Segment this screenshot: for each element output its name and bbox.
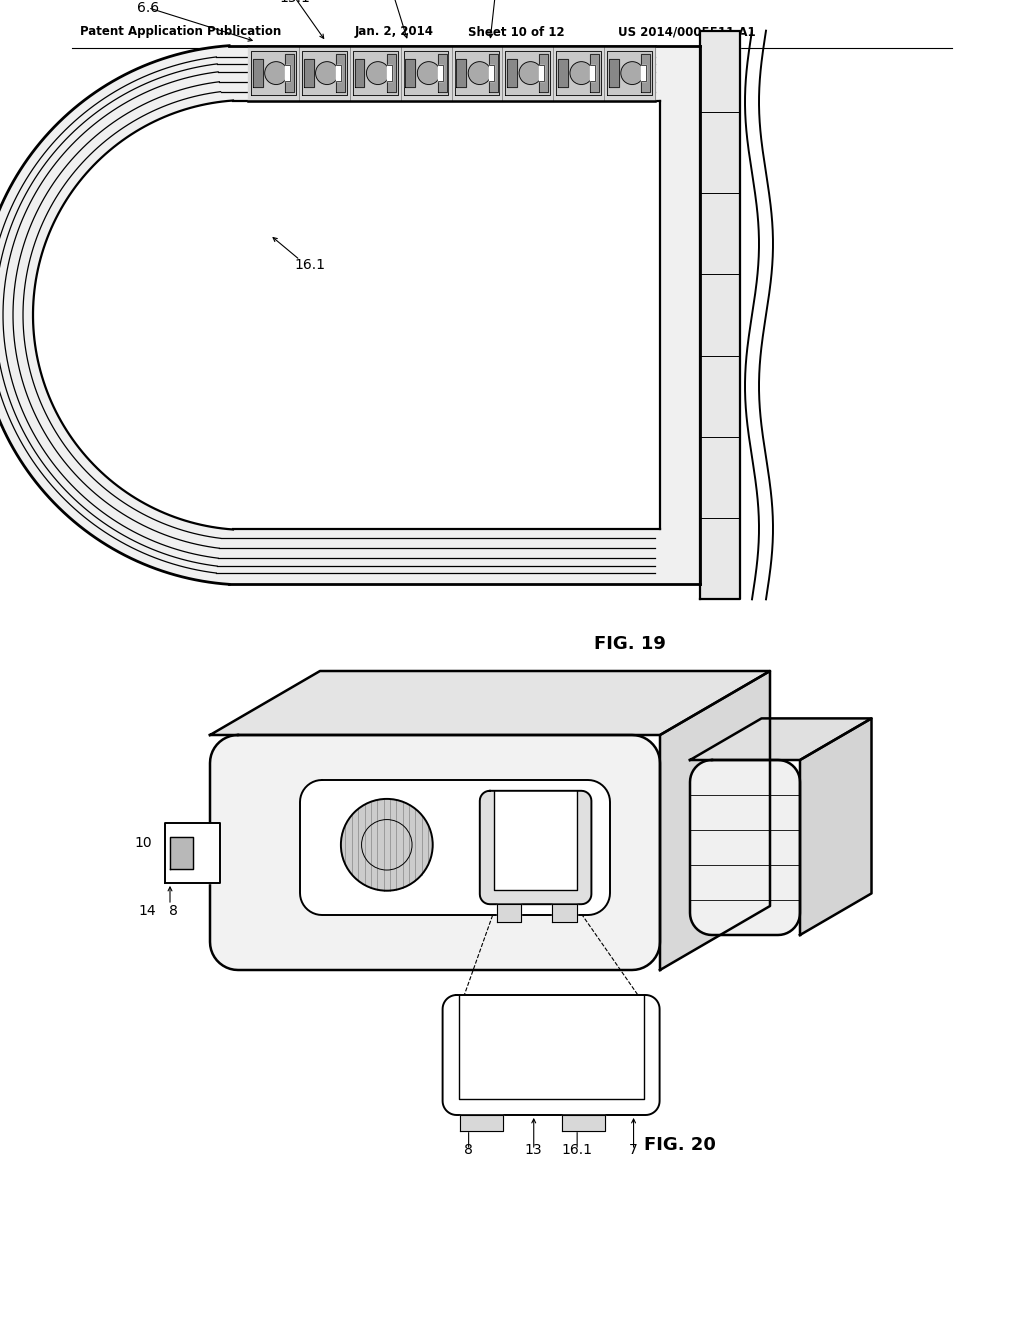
Text: FIG. 19: FIG. 19: [594, 635, 666, 653]
Polygon shape: [641, 65, 646, 82]
Polygon shape: [251, 51, 296, 95]
Polygon shape: [641, 54, 650, 92]
Text: Jan. 2, 2014: Jan. 2, 2014: [355, 25, 434, 38]
Text: 10: 10: [134, 836, 152, 850]
Circle shape: [315, 62, 338, 84]
Text: 6.6: 6.6: [411, 700, 433, 714]
Polygon shape: [387, 54, 396, 92]
Text: FIG. 20: FIG. 20: [644, 1137, 716, 1154]
Polygon shape: [590, 54, 599, 92]
Text: 16.1: 16.1: [561, 1143, 593, 1158]
Polygon shape: [455, 51, 500, 95]
Polygon shape: [170, 837, 194, 869]
Polygon shape: [403, 51, 449, 95]
Polygon shape: [0, 46, 700, 585]
Polygon shape: [690, 718, 871, 760]
Text: 9: 9: [605, 863, 613, 878]
Polygon shape: [336, 65, 341, 82]
Polygon shape: [488, 65, 494, 82]
Circle shape: [468, 62, 492, 84]
Text: Sheet 10 of 12: Sheet 10 of 12: [468, 25, 564, 38]
Text: US 2014/0005511 A1: US 2014/0005511 A1: [618, 25, 756, 38]
Polygon shape: [210, 735, 660, 970]
Polygon shape: [248, 46, 655, 100]
Polygon shape: [354, 59, 365, 87]
Polygon shape: [609, 59, 618, 87]
Text: 16.1: 16.1: [295, 257, 326, 272]
Polygon shape: [552, 904, 577, 923]
Polygon shape: [494, 791, 578, 890]
Polygon shape: [540, 54, 549, 92]
Polygon shape: [590, 65, 595, 82]
Polygon shape: [480, 791, 592, 904]
Polygon shape: [33, 100, 660, 529]
Polygon shape: [558, 59, 568, 87]
Text: 7: 7: [599, 700, 608, 714]
Text: 13: 13: [651, 785, 669, 800]
Polygon shape: [460, 1115, 504, 1131]
Text: 14: 14: [453, 700, 471, 714]
Circle shape: [519, 62, 542, 84]
Polygon shape: [700, 30, 740, 599]
Polygon shape: [488, 54, 498, 92]
Polygon shape: [457, 59, 466, 87]
Polygon shape: [540, 65, 545, 82]
Text: 15.1: 15.1: [280, 0, 310, 5]
Circle shape: [367, 62, 389, 84]
Circle shape: [341, 799, 433, 891]
Text: 13: 13: [525, 1143, 543, 1158]
Polygon shape: [506, 51, 550, 95]
Polygon shape: [285, 54, 294, 92]
Polygon shape: [690, 760, 800, 935]
Polygon shape: [387, 65, 392, 82]
Text: 7: 7: [629, 1143, 638, 1158]
Polygon shape: [210, 671, 770, 735]
Polygon shape: [437, 54, 446, 92]
Polygon shape: [300, 780, 610, 915]
Text: 14: 14: [138, 904, 156, 917]
Polygon shape: [607, 51, 652, 95]
Text: 8: 8: [169, 904, 177, 917]
Polygon shape: [285, 65, 290, 82]
Polygon shape: [406, 59, 416, 87]
Text: Patent Application Publication: Patent Application Publication: [80, 25, 282, 38]
Polygon shape: [459, 995, 644, 1100]
Polygon shape: [165, 822, 220, 883]
Text: 15.1: 15.1: [346, 700, 378, 714]
Polygon shape: [353, 51, 397, 95]
Polygon shape: [660, 671, 770, 970]
Circle shape: [621, 62, 644, 84]
Circle shape: [418, 62, 440, 84]
Polygon shape: [562, 1115, 605, 1131]
Polygon shape: [302, 51, 347, 95]
Polygon shape: [437, 65, 442, 82]
Circle shape: [570, 62, 593, 84]
Polygon shape: [556, 51, 601, 95]
Polygon shape: [336, 54, 345, 92]
Polygon shape: [800, 718, 871, 935]
Polygon shape: [497, 904, 521, 923]
Text: 6.6: 6.6: [137, 0, 159, 15]
Text: 8: 8: [464, 1143, 473, 1158]
Polygon shape: [253, 59, 263, 87]
Polygon shape: [442, 995, 659, 1115]
Polygon shape: [304, 59, 313, 87]
Polygon shape: [507, 59, 517, 87]
Circle shape: [265, 62, 288, 84]
